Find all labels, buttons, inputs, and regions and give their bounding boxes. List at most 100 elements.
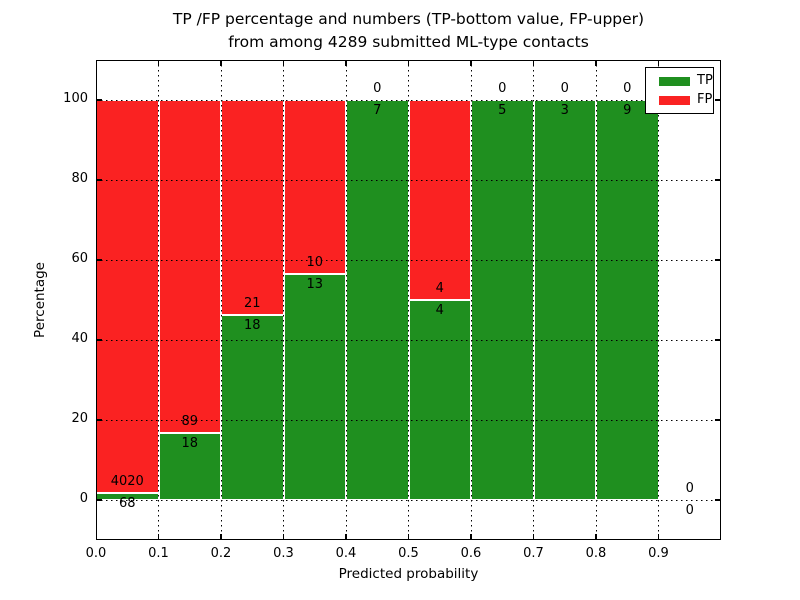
tp-bar-segment [533, 100, 596, 500]
fp-count-label: 4 [435, 281, 444, 296]
tp-count-label: 4 [435, 303, 444, 318]
tp-count-label: 0 [685, 503, 694, 518]
y-tick [715, 259, 721, 261]
fp-bar-segment [221, 100, 284, 316]
x-tick [657, 60, 660, 66]
x-gridline [470, 60, 472, 540]
y-tick-label: 20 [71, 411, 88, 426]
x-tick [407, 60, 410, 66]
fp-count-label: 21 [243, 296, 261, 312]
x-tick [345, 60, 347, 66]
x-tick-label: 0.1 [148, 546, 169, 561]
x-tick-label: 0.7 [523, 546, 544, 561]
legend-label-fp: FP [697, 92, 713, 107]
x-tick-label: 0.2 [210, 546, 232, 561]
x-tick [282, 534, 285, 540]
x-tick [282, 60, 285, 66]
tp-bar-segment [346, 100, 409, 500]
x-gridline [158, 60, 159, 540]
x-gridline [595, 60, 597, 540]
y-tick [96, 499, 102, 501]
y-tick [96, 419, 102, 421]
fp-count-label: 4020 [110, 474, 144, 490]
fp-count-label: 0 [560, 81, 569, 96]
x-tick [595, 534, 597, 540]
x-tick [407, 534, 410, 540]
tp-bar-segment [221, 315, 284, 500]
legend-label-tp: TP [697, 73, 713, 88]
x-tick-label: 0.0 [85, 546, 107, 561]
y-tick [96, 99, 102, 101]
fp-count-label: 0 [623, 81, 632, 96]
x-tick [532, 534, 535, 540]
y-tick-label: 60 [71, 251, 88, 266]
tp-count-label: 7 [373, 103, 382, 118]
tp-bar-segment [471, 100, 534, 500]
x-tick [470, 60, 472, 66]
tp-count-label: 5 [498, 103, 507, 118]
plot-area: 4020 68 89 18 21 18 10 13 0 7 4 4 0 5 0 3 0 9 0 0 [96, 60, 721, 540]
y-tick [96, 179, 102, 181]
x-tick-label: 0.6 [460, 546, 482, 561]
y-tick [715, 179, 721, 181]
x-tick [157, 60, 160, 66]
fp-bar-segment [96, 100, 159, 494]
fp-bar-segment [158, 100, 221, 433]
x-tick-label: 0.3 [273, 546, 294, 561]
fp-count-label: 0 [373, 81, 382, 96]
fp-count-label: 0 [498, 81, 507, 96]
x-tick-label: 0.8 [585, 546, 607, 561]
fp-swatch-icon [659, 95, 690, 105]
x-tick-label: 0.4 [335, 546, 357, 561]
fp-bar-segment [408, 100, 471, 300]
tp-count-label: 3 [560, 103, 569, 118]
y-tick [715, 339, 721, 341]
x-tick-label: 0.9 [648, 546, 669, 561]
tp-count-label: 13 [306, 276, 324, 292]
y-tick-label: 0 [79, 491, 88, 506]
fp-count-label: 89 [181, 413, 199, 429]
tp-bar-segment [283, 273, 346, 500]
y-tick [96, 339, 102, 341]
y-tick-label: 40 [71, 331, 88, 346]
fp-bar-segment [283, 100, 346, 274]
x-tick [470, 534, 472, 540]
x-gridline [345, 60, 347, 540]
y-tick [715, 99, 721, 101]
x-gridline [533, 60, 534, 540]
tp-count-label: 18 [243, 318, 261, 334]
x-gridline [658, 60, 659, 540]
x-tick [157, 534, 160, 540]
x-tick [220, 534, 222, 540]
x-tick [657, 534, 660, 540]
tp-bar-segment [596, 100, 659, 500]
tp-count-label: 18 [181, 435, 199, 451]
y-tick-label: 100 [63, 91, 88, 106]
y-axis-label: Percentage [32, 262, 48, 338]
x-tick [595, 60, 597, 66]
fp-count-label: 10 [306, 254, 324, 270]
legend-row-fp: FP [659, 93, 713, 107]
y-tick [96, 259, 102, 261]
y-tick [715, 499, 721, 501]
x-tick [345, 534, 347, 540]
x-tick [220, 60, 222, 66]
legend: TP FP [645, 67, 714, 114]
x-gridline [283, 60, 284, 540]
y-tick-label: 80 [71, 171, 88, 186]
tp-bar-segment [408, 300, 471, 500]
x-tick-label: 0.5 [398, 546, 419, 561]
y-axis-label-wrap: Percentage [30, 60, 50, 540]
fp-count-label: 0 [685, 481, 694, 496]
x-gridline [408, 60, 409, 540]
x-gridline [220, 60, 222, 540]
tp-count-label: 9 [623, 103, 632, 118]
x-tick [532, 60, 535, 66]
chart-title: TP /FP percentage and numbers (TP-bottom… [172, 10, 645, 51]
tp-swatch-icon [659, 76, 690, 86]
legend-row-tp: TP [659, 74, 713, 88]
x-axis-label: Predicted probability [338, 566, 479, 582]
tp-count-label: 68 [118, 496, 136, 512]
y-tick [715, 419, 721, 421]
